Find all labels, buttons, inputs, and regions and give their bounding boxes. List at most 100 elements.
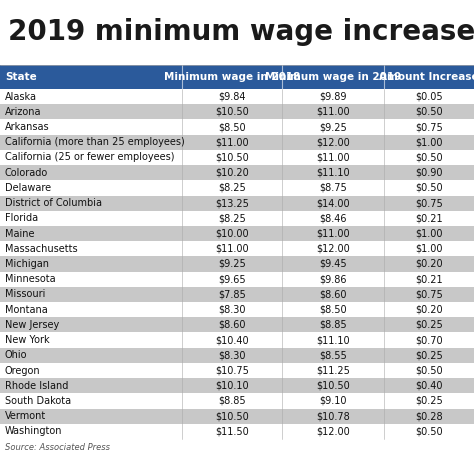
Text: Alaska: Alaska <box>5 91 37 101</box>
Bar <box>0 150 474 165</box>
Text: $10.00: $10.00 <box>216 228 249 239</box>
Text: $8.50: $8.50 <box>319 305 347 315</box>
Bar <box>0 211 474 226</box>
Bar <box>0 104 474 119</box>
Text: $8.25: $8.25 <box>219 183 246 193</box>
Text: $10.50: $10.50 <box>215 411 249 421</box>
Text: $11.00: $11.00 <box>216 137 249 147</box>
Text: $0.25: $0.25 <box>415 351 443 360</box>
Text: $1.00: $1.00 <box>415 228 443 239</box>
Text: New Jersey: New Jersey <box>5 320 59 330</box>
Bar <box>0 89 474 104</box>
Text: $0.50: $0.50 <box>415 183 443 193</box>
Text: $8.30: $8.30 <box>219 305 246 315</box>
Text: $0.21: $0.21 <box>415 213 443 223</box>
Text: $11.10: $11.10 <box>316 168 350 178</box>
Text: $14.00: $14.00 <box>316 198 350 208</box>
Text: 2019 minimum wage increases: 2019 minimum wage increases <box>8 18 474 47</box>
Bar <box>0 302 474 317</box>
Text: $8.85: $8.85 <box>219 396 246 406</box>
Text: Maine: Maine <box>5 228 35 239</box>
Text: $9.65: $9.65 <box>219 274 246 284</box>
Text: $8.60: $8.60 <box>319 289 347 299</box>
Text: Minnesota: Minnesota <box>5 274 55 284</box>
Bar <box>0 181 474 196</box>
Text: $10.78: $10.78 <box>316 411 350 421</box>
Text: $0.28: $0.28 <box>415 411 443 421</box>
Text: $8.30: $8.30 <box>219 351 246 360</box>
Text: $10.20: $10.20 <box>215 168 249 178</box>
Text: Amount Increase: Amount Increase <box>379 72 474 82</box>
Text: $8.25: $8.25 <box>219 213 246 223</box>
Text: State: State <box>5 72 37 82</box>
Bar <box>0 393 474 409</box>
Text: Minimum wage in 2018: Minimum wage in 2018 <box>164 72 301 82</box>
Text: $10.10: $10.10 <box>216 381 249 391</box>
Bar <box>0 333 474 348</box>
Text: $11.50: $11.50 <box>215 426 249 436</box>
Bar <box>0 348 474 363</box>
Bar <box>0 226 474 241</box>
Text: $12.00: $12.00 <box>316 426 350 436</box>
Bar <box>0 165 474 181</box>
Text: $13.25: $13.25 <box>215 198 249 208</box>
Bar <box>0 424 474 439</box>
Text: $8.46: $8.46 <box>319 213 347 223</box>
Text: $0.25: $0.25 <box>415 320 443 330</box>
Bar <box>0 241 474 256</box>
Text: Montana: Montana <box>5 305 48 315</box>
Bar <box>0 65 474 89</box>
Text: $0.50: $0.50 <box>415 153 443 163</box>
Text: $12.00: $12.00 <box>316 137 350 147</box>
Bar <box>0 317 474 333</box>
Text: $0.05: $0.05 <box>415 91 443 101</box>
Text: $9.45: $9.45 <box>319 259 347 269</box>
Text: Arizona: Arizona <box>5 107 42 117</box>
Text: $7.85: $7.85 <box>219 289 246 299</box>
Text: $0.50: $0.50 <box>415 366 443 376</box>
Text: South Dakota: South Dakota <box>5 396 71 406</box>
Text: $9.25: $9.25 <box>219 259 246 269</box>
Bar <box>0 271 474 287</box>
Text: $8.50: $8.50 <box>219 122 246 132</box>
Text: $11.10: $11.10 <box>316 335 350 345</box>
Text: Michigan: Michigan <box>5 259 49 269</box>
Text: $10.50: $10.50 <box>316 381 350 391</box>
Text: $8.75: $8.75 <box>319 183 347 193</box>
Text: $0.75: $0.75 <box>415 198 443 208</box>
Bar <box>0 119 474 135</box>
Text: Rhode Island: Rhode Island <box>5 381 68 391</box>
Text: $8.55: $8.55 <box>319 351 347 360</box>
Text: $1.00: $1.00 <box>415 137 443 147</box>
Text: $0.25: $0.25 <box>415 396 443 406</box>
Text: Source: Associated Press: Source: Associated Press <box>5 443 110 452</box>
Text: $9.86: $9.86 <box>319 274 347 284</box>
Text: Delaware: Delaware <box>5 183 51 193</box>
Bar <box>0 256 474 271</box>
Text: $0.20: $0.20 <box>415 259 443 269</box>
Bar <box>0 135 474 150</box>
Bar <box>0 0 474 65</box>
Text: Oregon: Oregon <box>5 366 41 376</box>
Text: California (more than 25 employees): California (more than 25 employees) <box>5 137 185 147</box>
Text: $0.90: $0.90 <box>415 168 443 178</box>
Text: $0.50: $0.50 <box>415 107 443 117</box>
Text: Washington: Washington <box>5 426 63 436</box>
Text: $0.75: $0.75 <box>415 289 443 299</box>
Text: $9.10: $9.10 <box>319 396 347 406</box>
Bar <box>0 409 474 424</box>
Text: $10.40: $10.40 <box>216 335 249 345</box>
Text: $11.00: $11.00 <box>316 107 350 117</box>
Text: Florida: Florida <box>5 213 38 223</box>
Text: $0.20: $0.20 <box>415 305 443 315</box>
Text: $12.00: $12.00 <box>316 244 350 254</box>
Bar <box>0 196 474 211</box>
Text: $10.50: $10.50 <box>215 153 249 163</box>
Text: $0.21: $0.21 <box>415 274 443 284</box>
Text: $11.00: $11.00 <box>316 228 350 239</box>
Text: $0.40: $0.40 <box>415 381 443 391</box>
Text: $10.50: $10.50 <box>215 107 249 117</box>
Text: $11.00: $11.00 <box>216 244 249 254</box>
Text: $0.75: $0.75 <box>415 122 443 132</box>
Text: Vermont: Vermont <box>5 411 46 421</box>
